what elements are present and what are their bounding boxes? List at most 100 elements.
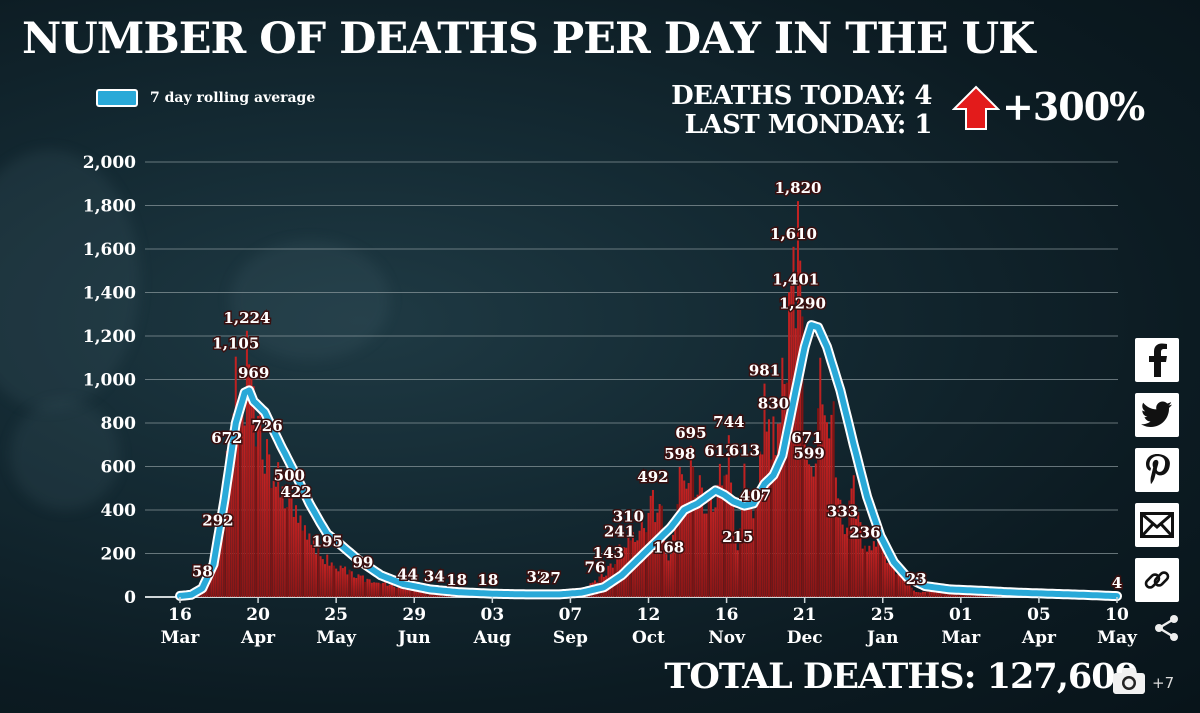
daily-deaths-bar bbox=[696, 494, 699, 597]
daily-deaths-bar bbox=[745, 506, 748, 597]
data-label: 58 bbox=[192, 562, 213, 580]
daily-deaths-bar bbox=[350, 571, 353, 597]
daily-deaths-bar bbox=[825, 422, 828, 597]
daily-deaths-bar bbox=[879, 543, 882, 597]
daily-deaths-bar bbox=[863, 545, 866, 597]
daily-deaths-bar bbox=[312, 540, 315, 597]
data-label: 99 bbox=[353, 553, 374, 571]
pinterest-icon bbox=[1146, 454, 1170, 484]
daily-deaths-bar bbox=[718, 463, 721, 597]
email-share-button[interactable] bbox=[1135, 503, 1179, 547]
daily-deaths-bar bbox=[707, 492, 710, 597]
x-tick-label-day: 05 bbox=[1027, 605, 1051, 625]
daily-deaths-bar bbox=[669, 554, 672, 597]
daily-deaths-bar bbox=[402, 588, 405, 597]
daily-deaths-bar bbox=[685, 488, 688, 597]
email-icon bbox=[1140, 512, 1174, 538]
data-label: 1,401 bbox=[772, 270, 819, 288]
daily-deaths-bar bbox=[672, 534, 675, 597]
daily-deaths-bar bbox=[212, 564, 215, 597]
daily-deaths-bar bbox=[424, 591, 427, 597]
x-tick-label-month: Sep bbox=[553, 628, 588, 648]
daily-deaths-bar bbox=[772, 416, 775, 597]
daily-deaths-bar bbox=[888, 557, 891, 597]
x-tick-label-day: 10 bbox=[1105, 605, 1129, 625]
daily-deaths-bar bbox=[801, 316, 804, 597]
x-tick-label-day: 01 bbox=[949, 605, 973, 625]
daily-deaths-bar bbox=[692, 466, 695, 597]
data-label: 672 bbox=[211, 429, 242, 447]
twitter-share-button[interactable] bbox=[1135, 393, 1179, 437]
x-tick-label-month: Mar bbox=[161, 628, 201, 648]
daily-deaths-bar bbox=[921, 591, 924, 597]
daily-deaths-bar bbox=[250, 374, 253, 597]
x-tick-label-month: Dec bbox=[787, 628, 823, 648]
daily-deaths-bar bbox=[868, 545, 871, 597]
daily-deaths-bar bbox=[328, 565, 331, 597]
share-toolbar bbox=[1135, 338, 1185, 613]
daily-deaths-bar bbox=[375, 582, 378, 597]
y-tick-label: 400 bbox=[101, 501, 137, 521]
copy-link-button[interactable] bbox=[1135, 558, 1179, 602]
daily-deaths-bar bbox=[408, 587, 411, 597]
daily-deaths-bar bbox=[279, 497, 282, 597]
daily-deaths-bar bbox=[214, 555, 217, 597]
data-label: 492 bbox=[637, 468, 668, 486]
daily-deaths-bar bbox=[341, 568, 344, 597]
share-icon[interactable] bbox=[1153, 614, 1181, 642]
facebook-share-button[interactable] bbox=[1135, 338, 1179, 382]
daily-deaths-bar bbox=[901, 573, 904, 597]
daily-deaths-bar bbox=[268, 454, 271, 597]
daily-deaths-bar bbox=[680, 474, 683, 597]
daily-deaths-bar bbox=[716, 484, 719, 597]
daily-deaths-bar bbox=[839, 499, 842, 597]
daily-deaths-bar bbox=[906, 582, 909, 597]
death-stats: DEATHS TODAY: 4 LAST MONDAY: 1 bbox=[671, 82, 932, 140]
daily-deaths-bar bbox=[683, 480, 686, 597]
daily-deaths-bar bbox=[689, 445, 692, 597]
daily-deaths-bar bbox=[393, 586, 396, 597]
twitter-icon bbox=[1141, 401, 1172, 427]
background-virus-blob bbox=[230, 240, 390, 360]
x-tick-label-day: 07 bbox=[559, 605, 583, 625]
data-label: 18 bbox=[446, 571, 467, 589]
daily-deaths-bar bbox=[379, 583, 382, 597]
daily-deaths-bar bbox=[228, 459, 231, 597]
daily-deaths-bar bbox=[828, 438, 831, 597]
y-tick-label: 1,600 bbox=[83, 240, 136, 260]
daily-deaths-bar bbox=[857, 512, 860, 597]
daily-deaths-bar bbox=[348, 569, 351, 597]
link-icon bbox=[1144, 571, 1170, 589]
daily-deaths-bar bbox=[286, 507, 289, 597]
more-images-count[interactable]: +7 bbox=[1152, 674, 1175, 692]
data-label: 613 bbox=[729, 442, 760, 460]
daily-deaths-bar bbox=[388, 584, 391, 597]
daily-deaths-bar bbox=[881, 541, 884, 597]
daily-deaths-bar bbox=[259, 409, 262, 597]
daily-deaths-bar bbox=[877, 525, 880, 597]
daily-deaths-bar bbox=[832, 401, 835, 597]
data-label: 18 bbox=[477, 571, 498, 589]
data-label: 1,105 bbox=[212, 335, 259, 353]
x-tick-label-month: May bbox=[1097, 628, 1138, 648]
daily-deaths-bar bbox=[295, 505, 298, 597]
daily-deaths-bar bbox=[736, 550, 739, 597]
daily-deaths-bar bbox=[252, 386, 255, 597]
daily-deaths-bar bbox=[223, 502, 226, 597]
daily-deaths-bar bbox=[752, 518, 755, 597]
daily-deaths-bar bbox=[346, 574, 349, 597]
y-tick-label: 1,400 bbox=[83, 284, 136, 304]
daily-deaths-bar bbox=[852, 475, 855, 597]
camera-icon[interactable] bbox=[1112, 666, 1146, 696]
daily-deaths-bar bbox=[663, 540, 666, 597]
daily-deaths-bar bbox=[890, 560, 893, 597]
daily-deaths-bar bbox=[834, 477, 837, 597]
daily-deaths-bar bbox=[368, 579, 371, 597]
daily-deaths-bar bbox=[292, 516, 295, 597]
pinterest-share-button[interactable] bbox=[1135, 448, 1179, 492]
daily-deaths-bar bbox=[219, 523, 222, 597]
daily-deaths-bar bbox=[359, 575, 362, 597]
daily-deaths-bar bbox=[303, 525, 306, 597]
daily-deaths-bar bbox=[886, 562, 889, 597]
daily-deaths-bar bbox=[422, 590, 425, 597]
